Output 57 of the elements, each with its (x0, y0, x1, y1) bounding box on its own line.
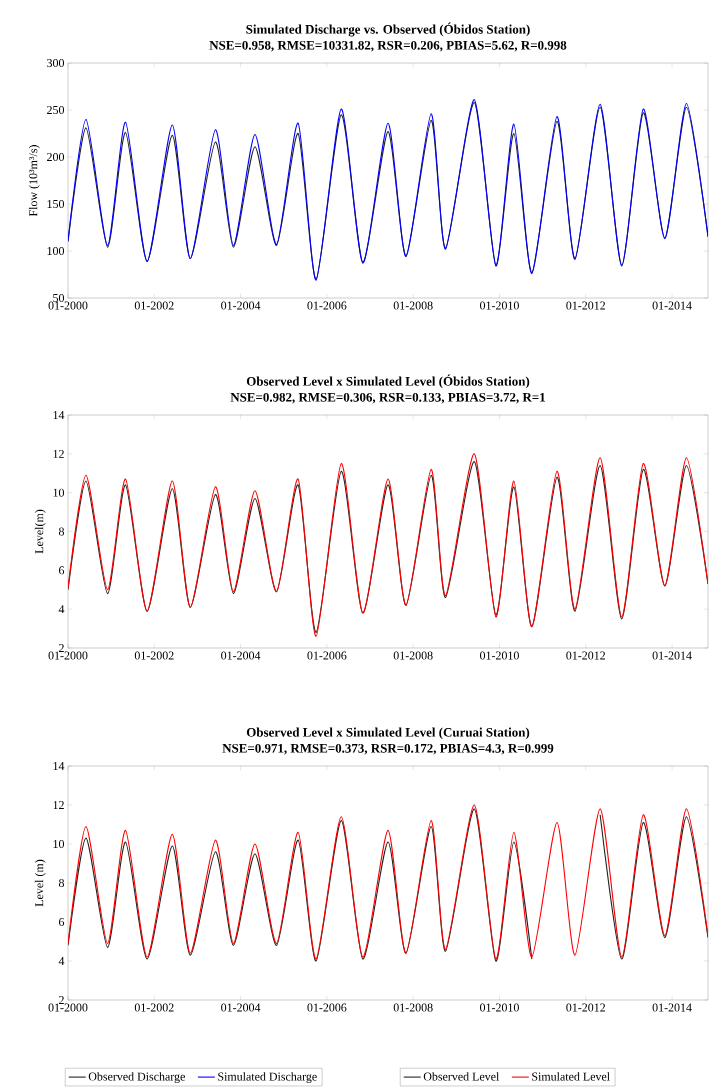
x-tick-label: 01-2002 (134, 1003, 174, 1012)
y-tick-label: 2 (59, 996, 64, 1004)
y-tick-label: 2 (59, 644, 64, 652)
y-tick-label: 8 (58, 878, 65, 888)
x-tick-label: 01-2010 (480, 301, 519, 310)
x-tick-label: 01-2010 (480, 651, 519, 660)
y-tick-label: 4 (58, 605, 65, 614)
y-tick-label: 10 (53, 839, 65, 849)
y-axis-title: Level(m) (34, 509, 46, 554)
x-tick-label: 01-2012 (566, 651, 606, 660)
y-tick-label: 150 (47, 199, 65, 209)
x-tick-label: 01-2010 (480, 1003, 519, 1012)
x-tick-label: 01-2006 (307, 651, 347, 660)
x-tick-label: 01-2014 (652, 301, 692, 310)
y-tick-label: 10 (53, 488, 65, 497)
y-tick-label: 50 (53, 293, 65, 303)
chart-subtitle: NSE=0.982, RMSE=0.306, RSR=0.133, PBIAS=3.72, R=1 (230, 392, 546, 404)
y-axis-title: Flow (10³m³/s) (28, 145, 40, 217)
y-tick-label: 14 (53, 762, 65, 770)
y-tick-label: 4 (58, 957, 65, 965)
x-tick-label: 01-2012 (566, 1003, 606, 1012)
x-tick-label: 01-2004 (221, 651, 261, 660)
x-tick-label: 01-2002 (134, 301, 174, 310)
x-tick-label: 01-2000 (48, 301, 88, 310)
x-tick-label: 01-2004 (221, 1003, 261, 1012)
chart-subtitle: NSE=0.971, RMSE=0.373, RSR=0.172, PBIAS=4.3, R=0.999 (222, 743, 554, 755)
legend-label: Simulated Level (532, 1072, 610, 1081)
y-tick-label: 100 (47, 246, 65, 256)
y-tick-label: 12 (53, 449, 64, 458)
x-tick-label: 01-2014 (652, 651, 692, 660)
x-tick-label: 01-2000 (48, 651, 88, 660)
y-tick-label: 250 (47, 105, 65, 115)
legend-label: Simulated Discharge (218, 1072, 317, 1084)
y-tick-label: 6 (59, 917, 65, 927)
x-tick-label: 01-2008 (393, 301, 433, 310)
x-tick-label: 01-2004 (221, 301, 261, 310)
y-tick-label: 14 (53, 411, 65, 419)
y-axis-title: Level (m) (34, 859, 46, 907)
x-tick-label: 01-2008 (393, 651, 433, 660)
y-tick-label: 6 (59, 566, 65, 575)
y-tick-label: 12 (53, 801, 64, 809)
y-tick-label: 200 (47, 152, 65, 162)
legend-label: Observed Discharge (88, 1072, 185, 1084)
chart-title: Simulated Discharge vs. Observed (Óbidos Station) (246, 22, 530, 37)
x-tick-label: 01-2002 (134, 651, 174, 660)
y-tick-label: 8 (58, 527, 65, 536)
x-tick-label: 01-2006 (307, 301, 347, 310)
x-tick-label: 01-2000 (48, 1003, 88, 1012)
x-tick-label: 01-2008 (393, 1003, 433, 1012)
chart-title: Observed Level x Simulated Level (Curuai Station) (246, 727, 530, 740)
x-tick-label: 01-2012 (566, 301, 606, 310)
chart-title: Observed Level x Simulated Level (Óbidos Station) (246, 374, 530, 389)
x-tick-label: 01-2006 (307, 1003, 347, 1012)
chart-subtitle: NSE=0.958, RMSE=10331.82, RSR=0.206, PBIAS=5.62, R=0.998 (209, 40, 567, 52)
y-tick-label: 300 (47, 58, 65, 68)
x-tick-label: 01-2014 (652, 1003, 692, 1012)
legend-label: Observed Level (423, 1072, 500, 1081)
